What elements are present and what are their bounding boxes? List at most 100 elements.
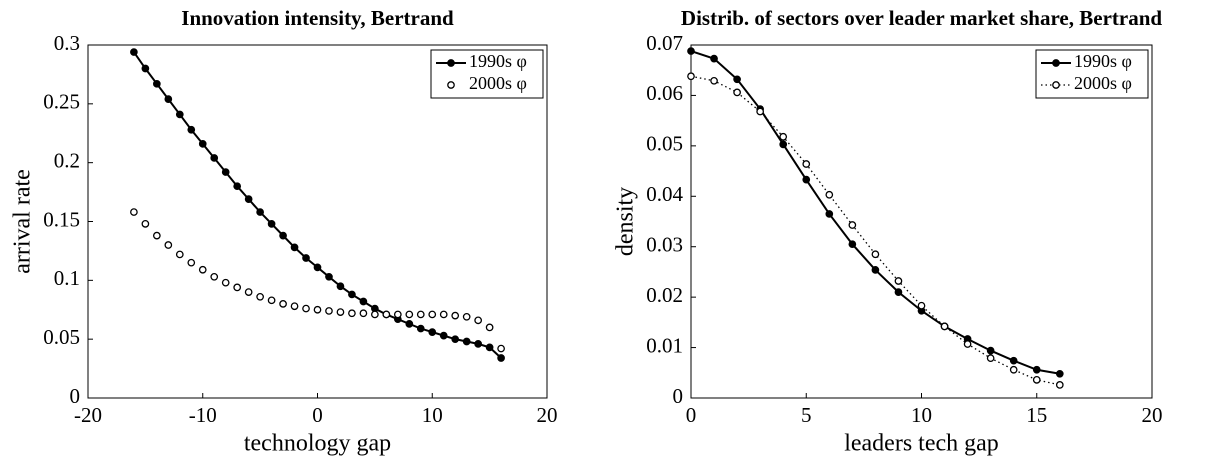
marker	[210, 272, 219, 281]
marker	[164, 241, 173, 249]
marker	[802, 175, 811, 184]
y-tick-label: 0.07	[646, 31, 683, 55]
x-tick-label: 0	[312, 403, 323, 427]
y-tick-label: 0	[673, 384, 684, 408]
marker	[986, 346, 995, 355]
marker	[256, 292, 264, 301]
marker	[756, 107, 765, 116]
marker	[187, 258, 196, 267]
marker	[175, 250, 184, 259]
marker	[153, 79, 161, 88]
marker	[733, 88, 741, 97]
marker	[485, 343, 494, 352]
marker	[710, 54, 718, 63]
x-tick-label: -20	[74, 403, 102, 427]
marker	[302, 254, 310, 262]
marker	[371, 310, 379, 319]
marker	[416, 310, 425, 319]
marker	[462, 337, 471, 346]
marker	[267, 220, 276, 228]
marker	[290, 302, 299, 311]
marker	[233, 182, 242, 191]
marker	[141, 64, 150, 73]
marker	[290, 243, 299, 252]
y-axis-label: density	[613, 187, 639, 256]
marker	[405, 310, 414, 319]
legend-marker	[1052, 81, 1060, 89]
y-tick-label: 0.02	[646, 283, 683, 307]
marker	[894, 288, 903, 296]
legend-marker	[1052, 59, 1060, 67]
marker	[474, 316, 482, 325]
x-tick-label: -10	[189, 403, 217, 427]
marker	[198, 265, 207, 274]
marker	[802, 160, 811, 168]
x-tick-label: 20	[1142, 403, 1163, 427]
marker	[963, 340, 972, 348]
marker	[210, 154, 219, 162]
marker	[986, 354, 995, 363]
x-tick-label: 10	[422, 403, 443, 427]
marker	[233, 283, 242, 292]
marker	[325, 272, 333, 281]
y-tick-label: 0.04	[646, 182, 683, 206]
legend-box	[430, 49, 544, 99]
marker	[497, 354, 505, 362]
marker	[359, 297, 368, 306]
y-tick-label: 0.06	[646, 81, 683, 105]
marker	[848, 221, 857, 229]
marker	[313, 263, 322, 272]
legend-marker	[447, 59, 455, 67]
marker	[894, 277, 903, 285]
chart-title: Distrib. of sectors over leader market s…	[681, 6, 1162, 30]
y-tick-label: 0.2	[54, 148, 80, 172]
marker	[779, 140, 788, 149]
x-tick-label: 10	[911, 403, 932, 427]
y-tick-label: 0.03	[646, 233, 683, 257]
marker	[244, 195, 253, 203]
x-axis-label: technology gap	[244, 431, 391, 457]
marker	[279, 231, 287, 240]
marker	[141, 220, 150, 228]
x-axis-label: leaders tech gap	[844, 431, 999, 457]
marker	[405, 320, 414, 328]
marker	[1055, 381, 1064, 389]
marker	[439, 331, 448, 340]
marker	[871, 250, 880, 259]
marker	[1032, 365, 1041, 374]
marker	[1055, 369, 1064, 378]
marker	[130, 208, 138, 216]
marker	[439, 310, 448, 319]
y-tick-label: 0.25	[43, 90, 80, 114]
marker	[451, 335, 460, 344]
marker	[848, 240, 857, 249]
marker	[348, 309, 356, 318]
marker	[313, 305, 322, 314]
marker	[256, 208, 264, 216]
x-tick-label: 20	[537, 403, 558, 427]
y-tick-label: 0.05	[43, 325, 80, 349]
marker	[871, 266, 880, 274]
marker	[336, 282, 345, 291]
marker	[779, 132, 788, 141]
marker	[1032, 375, 1041, 384]
marker	[198, 139, 207, 148]
marker	[485, 323, 494, 332]
y-tick-label: 0.05	[646, 132, 683, 156]
marker	[267, 296, 276, 305]
marker	[687, 72, 695, 81]
y-tick-label: 0.3	[54, 31, 80, 55]
marker	[187, 125, 196, 134]
x-tick-label: 15	[1026, 403, 1047, 427]
marker	[687, 47, 695, 55]
marker	[382, 310, 391, 319]
y-tick-label: 0.1	[54, 266, 80, 290]
y-tick-label: 0	[70, 384, 81, 408]
legend-label: 1990s φ	[469, 51, 527, 71]
legend-label: 2000s φ	[1074, 73, 1132, 93]
marker	[130, 48, 138, 56]
marker	[1009, 365, 1018, 374]
marker	[497, 344, 505, 353]
legend-box	[1035, 49, 1149, 99]
